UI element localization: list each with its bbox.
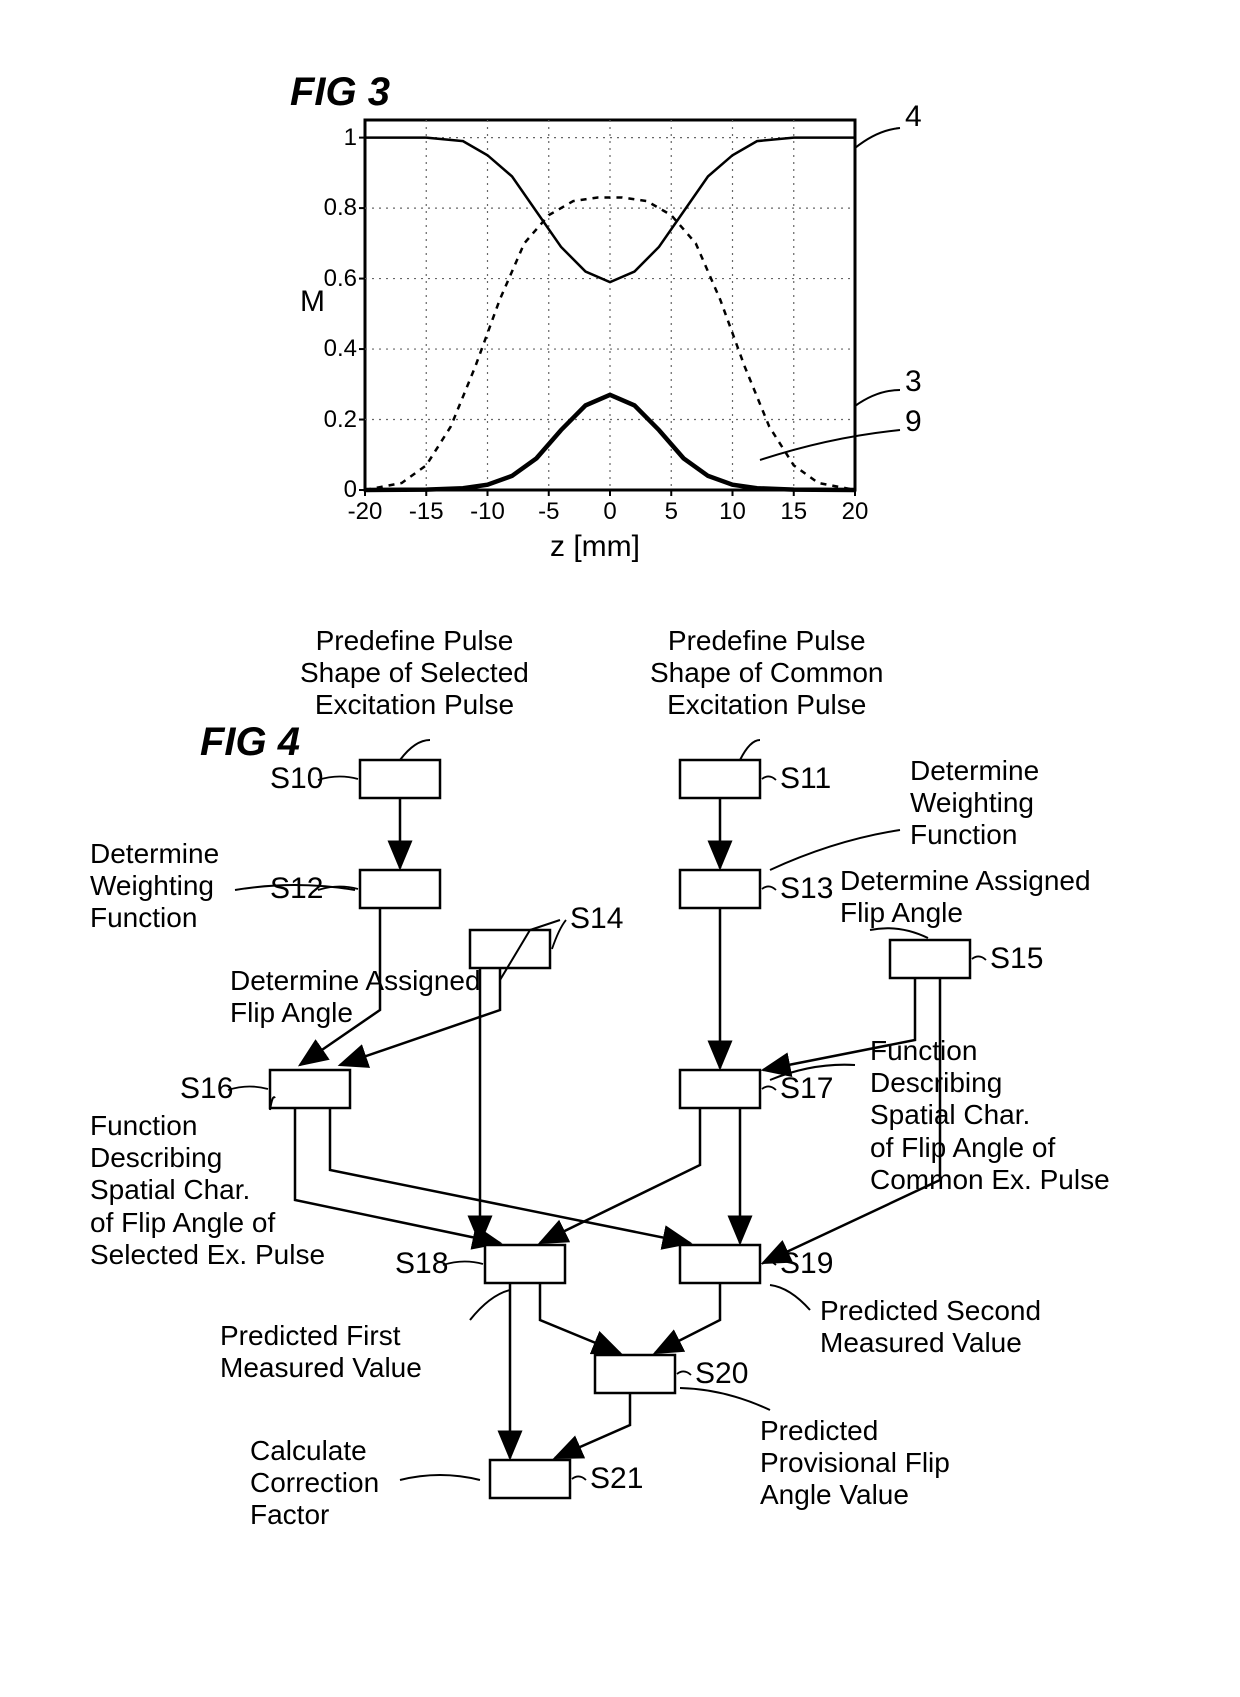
fig3-xtick: 10 [713, 498, 753, 526]
annotation-A12: DetermineWeightingFunction [90, 838, 219, 935]
fig3-xtick: -5 [529, 498, 569, 526]
fig3-xtick: -10 [468, 498, 508, 526]
fig3-ytick: 0.6 [313, 265, 357, 293]
step-S12: S12 [270, 872, 323, 906]
step-S13: S13 [780, 872, 833, 906]
fig3-xtick: 0 [590, 498, 630, 526]
step-S10: S10 [270, 762, 323, 796]
fig3-ytick: 0.2 [313, 406, 357, 434]
fig3-ytick: 0 [313, 476, 357, 504]
annotation-A14: Determine AssignedFlip Angle [230, 965, 481, 1029]
annotation-A18: Predicted FirstMeasured Value [220, 1320, 422, 1384]
fig3-xtick: 20 [835, 498, 875, 526]
annotation-A10: Predefine PulseShape of SelectedExcitati… [300, 625, 529, 722]
annotation-A13: DetermineWeightingFunction [910, 755, 1039, 852]
annotation-A19: Predicted SecondMeasured Value [820, 1295, 1041, 1359]
step-S16: S16 [180, 1072, 233, 1106]
page: FIG 3 M z [mm] 4 3 9 FIG 4 -20-15-10-505… [0, 0, 1240, 1697]
step-S20: S20 [695, 1357, 748, 1391]
annotation-A16: FunctionDescribingSpatial Char.of Flip A… [90, 1110, 325, 1271]
fig3-xtick: 15 [774, 498, 814, 526]
annotation-A11: Predefine PulseShape of CommonExcitation… [650, 625, 883, 722]
step-S17: S17 [780, 1072, 833, 1106]
fig3-xtick: 5 [651, 498, 691, 526]
annotation-A15: Determine AssignedFlip Angle [840, 865, 1091, 929]
step-S18: S18 [395, 1247, 448, 1281]
annotation-A21: CalculateCorrectionFactor [250, 1435, 379, 1532]
annotation-A17: FunctionDescribingSpatial Char.of Flip A… [870, 1035, 1110, 1196]
step-S14: S14 [570, 902, 623, 936]
annotation-A20: PredictedProvisional FlipAngle Value [760, 1415, 950, 1512]
fig3-ytick: 0.8 [313, 194, 357, 222]
fig3-ytick: 0.4 [313, 335, 357, 363]
step-S19: S19 [780, 1247, 833, 1281]
step-S15: S15 [990, 942, 1043, 976]
step-S11: S11 [780, 762, 831, 796]
fig3-xtick: -15 [406, 498, 446, 526]
fig3-ytick: 1 [313, 124, 357, 152]
step-S21: S21 [590, 1462, 643, 1496]
